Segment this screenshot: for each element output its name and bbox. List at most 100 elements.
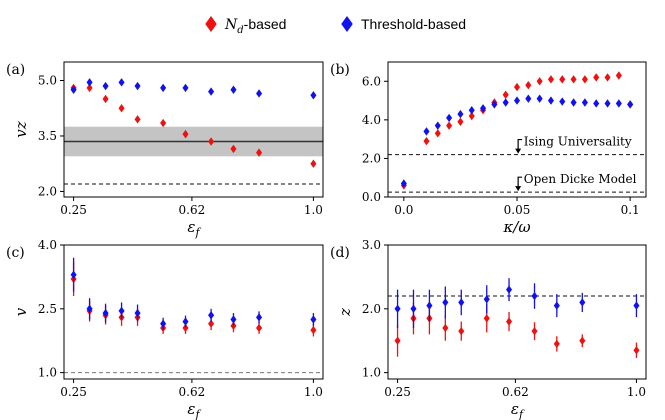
data-point — [442, 298, 449, 307]
legend-nd-marker — [205, 16, 217, 32]
legend-nd-label: Nd-based — [224, 16, 286, 36]
data-point — [182, 323, 189, 333]
data-point — [160, 319, 167, 328]
data-point — [434, 121, 441, 130]
axes-frame-d — [387, 244, 647, 380]
x-tick-label: 0.62 — [179, 385, 206, 399]
x-tick-label: 0.25 — [384, 385, 411, 399]
annotation-arrow-1 — [517, 176, 523, 189]
annotation-0: Ising Universality — [524, 135, 632, 149]
panel-label-c: (c) — [6, 245, 25, 261]
y-tick-label: 4.0 — [38, 238, 57, 252]
data-point — [208, 137, 215, 146]
series-b-1 — [400, 94, 634, 188]
y-tick-label: 1.0 — [38, 366, 57, 380]
data-point — [256, 313, 263, 322]
series-c-1 — [70, 257, 317, 330]
data-point — [604, 73, 611, 82]
data-point — [118, 78, 125, 87]
data-point — [559, 75, 566, 84]
data-point — [394, 304, 401, 314]
panel-label-a: (a) — [6, 62, 25, 78]
data-point — [182, 129, 189, 139]
data-point — [134, 81, 141, 91]
x-axis-label-c: εf — [187, 400, 201, 420]
data-point — [593, 73, 600, 82]
data-point — [457, 109, 464, 119]
y-tick-label: 3.0 — [362, 238, 381, 252]
x-tick-label: 0.25 — [60, 385, 87, 399]
annotation-1: Open Dicke Model — [524, 172, 637, 186]
y-axis-label-a: vz — [12, 121, 30, 137]
y-tick-label: 0.0 — [362, 190, 381, 204]
x-tick-label: 0.25 — [60, 203, 87, 217]
y-tick-label: 1.0 — [362, 366, 381, 380]
data-point — [468, 111, 475, 121]
y-tick-label: 4.0 — [362, 113, 381, 127]
panel-b: 0.0 0.05 0.1 0.0 2.0 4.0 6.0 (b) κ/ω Ising Univer… — [330, 61, 647, 236]
panel-c: 0.25 0.62 1.0 1.0 2.5 4.0 (c) v εf — [6, 238, 324, 420]
data-point — [615, 71, 622, 80]
x-tick-label: 0.0 — [394, 203, 413, 217]
data-point — [525, 94, 532, 103]
data-point — [70, 270, 77, 279]
x-tick-label: 0.1 — [621, 203, 640, 217]
data-point — [531, 291, 538, 301]
data-point — [553, 301, 560, 310]
annotation-arrow-0 — [517, 138, 523, 151]
series-d-1 — [394, 278, 640, 328]
data-point — [579, 336, 586, 345]
data-point — [400, 179, 407, 188]
data-point — [310, 159, 317, 168]
x-tick-label: 1.0 — [304, 385, 323, 399]
data-point — [423, 127, 430, 136]
series-a-0 — [70, 83, 317, 168]
data-point — [310, 315, 317, 324]
data-point — [458, 326, 465, 336]
data-point — [70, 85, 77, 94]
data-point — [502, 90, 509, 99]
data-point — [547, 75, 554, 84]
data-point — [410, 304, 417, 314]
data-point — [536, 94, 543, 103]
data-point — [86, 304, 93, 314]
x-tick-label: 1.0 — [627, 385, 646, 399]
x-tick-label: 1.0 — [304, 203, 323, 217]
y-axis-label-d: z — [336, 308, 354, 317]
data-point — [102, 308, 109, 318]
panel-d: 0.25 0.62 1.0 1.0 2.0 3.0 (d) z εf — [330, 238, 647, 420]
legend-thr-marker — [341, 16, 353, 32]
x-axis-label-b: κ/ω — [502, 218, 530, 236]
y-tick-label: 2.0 — [362, 302, 381, 316]
y-tick-label: 2.0 — [362, 151, 381, 165]
plot-area-c — [64, 257, 323, 374]
data-point — [208, 310, 215, 320]
y-tick-label: 2.5 — [38, 302, 57, 316]
data-point — [553, 339, 560, 349]
data-point — [208, 87, 215, 96]
data-point — [102, 94, 109, 104]
axes-frame-c — [63, 244, 324, 380]
data-point — [633, 346, 640, 355]
data-point — [230, 85, 237, 94]
data-point — [559, 97, 566, 106]
data-point — [579, 298, 586, 307]
data-point — [446, 121, 453, 130]
data-point — [536, 77, 543, 86]
data-point — [483, 314, 490, 323]
x-axis-label-a: εf — [187, 218, 201, 239]
plot-area-b — [388, 71, 646, 193]
series-a-1 — [70, 78, 317, 100]
data-point — [256, 148, 263, 157]
data-point — [570, 98, 577, 107]
data-point — [604, 99, 611, 108]
annotation-arrowhead-1 — [515, 186, 522, 192]
panel-a: 0.25 0.62 1.0 2.0 3.5 5.0 (a) vz εf — [6, 61, 324, 239]
x-axis-label-d: εf — [511, 400, 525, 420]
data-point — [86, 78, 93, 87]
plot-area-d — [388, 278, 646, 358]
data-point — [230, 144, 237, 154]
data-point — [160, 118, 167, 128]
data-point — [513, 96, 521, 105]
